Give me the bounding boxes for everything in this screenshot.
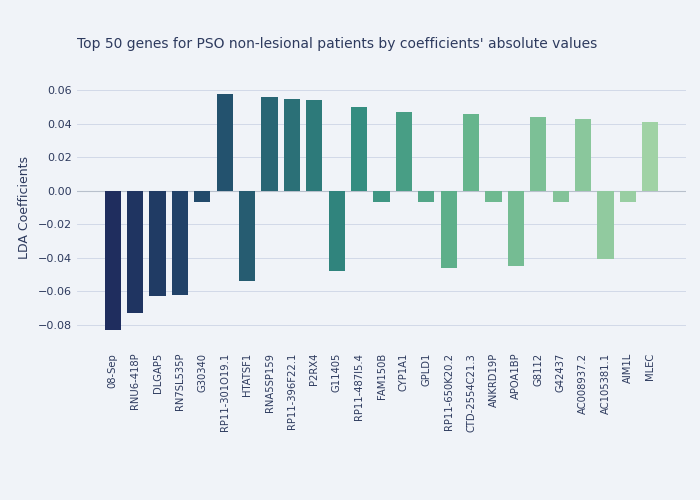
Bar [328,190,345,271]
Bar [642,122,658,190]
Bar [351,107,368,190]
Bar [463,114,479,190]
Bar [552,190,568,202]
Bar [150,190,166,296]
Bar [597,190,613,260]
Bar [262,97,278,190]
Bar [575,118,591,190]
Bar [620,190,636,202]
Bar [217,94,233,190]
Bar [530,117,546,190]
Bar [418,190,435,202]
Bar [440,190,457,268]
Bar [485,190,501,202]
Bar [195,190,211,202]
Bar [239,190,255,282]
Bar [395,112,412,190]
Bar [284,98,300,190]
Bar [373,190,390,202]
Bar [306,100,323,190]
Bar [172,190,188,294]
Bar [127,190,144,313]
Text: Top 50 genes for PSO non-lesional patients by coefficients' absolute values: Top 50 genes for PSO non-lesional patien… [77,38,597,52]
Bar [508,190,524,266]
Y-axis label: LDA Coefficients: LDA Coefficients [18,156,31,259]
Bar [105,190,121,330]
